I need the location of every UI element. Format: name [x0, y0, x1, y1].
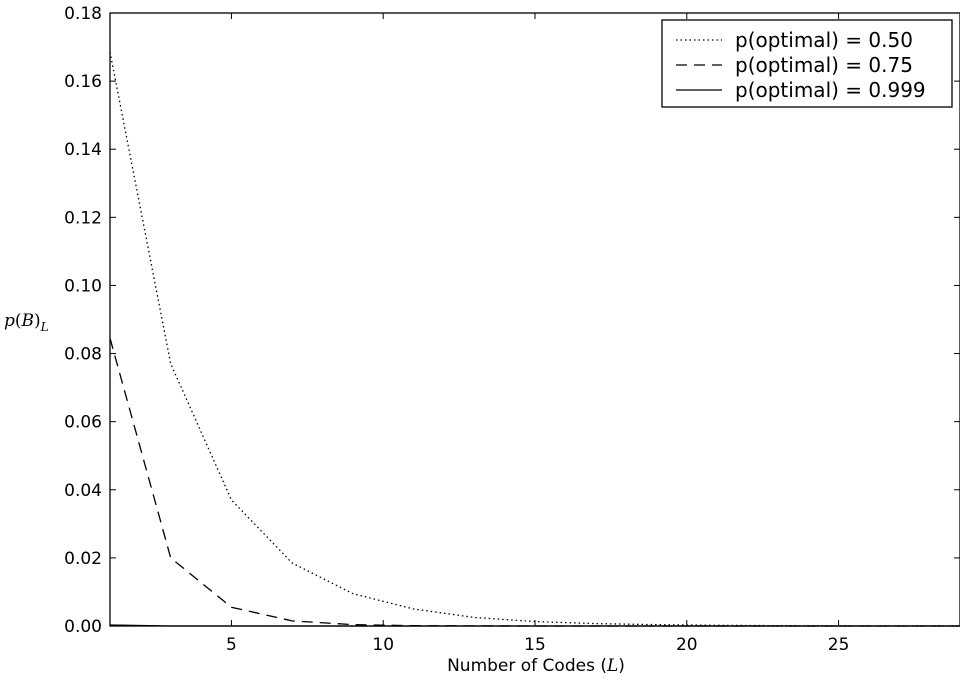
x-tick-label-0: 5	[226, 635, 237, 655]
y-tick-label-7: 0.14	[64, 140, 102, 160]
y-tick-label-8: 0.16	[64, 72, 102, 92]
legend-label-0: p(optimal) = 0.50	[735, 28, 913, 52]
y-tick-label-6: 0.12	[64, 208, 102, 228]
y-tick-label-9: 0.18	[64, 4, 102, 24]
series-lines	[109, 52, 960, 627]
x-tick-label-1: 10	[372, 635, 394, 655]
y-tick-label-1: 0.02	[64, 549, 102, 569]
y-tick-label-5: 0.10	[64, 276, 102, 296]
y-tick-label-0: 0.00	[64, 617, 102, 637]
y-tick-label-4: 0.08	[64, 345, 102, 365]
y-axis-label-close: )	[34, 311, 41, 331]
y-tick-label-3: 0.06	[64, 413, 102, 433]
axis-ticks	[110, 12, 960, 627]
y-axis-label-open: (	[15, 311, 22, 331]
x-tick-label-3: 20	[676, 635, 698, 655]
y-axis-label-sub: L	[40, 320, 49, 334]
legend-box	[661, 19, 953, 108]
legend: p(optimal) = 0.50 p(optimal) = 0.75 p(op…	[661, 19, 953, 108]
legend-label-2: p(optimal) = 0.999	[735, 78, 926, 102]
x-axis-label: Number of Codes (L)	[447, 656, 625, 676]
axis-tick-labels: 5 10 15 20 25 0.00 0.02 0.04 0.06 0.08 0.10 0.12 0.1…	[64, 4, 849, 655]
y-axis-label-p: p	[4, 311, 15, 331]
series-line-1	[109, 338, 960, 627]
y-axis-label: p(B)L	[4, 311, 49, 334]
x-tick-label-2: 15	[524, 635, 546, 655]
y-axis-label-b: B	[21, 311, 35, 331]
legend-label-1: p(optimal) = 0.75	[735, 53, 913, 77]
x-axis-label-close: )	[618, 656, 625, 676]
series-line-0	[109, 52, 960, 627]
x-axis-label-main: Number of Codes (	[447, 656, 607, 676]
x-tick-label-4: 25	[828, 635, 850, 655]
y-tick-label-2: 0.04	[64, 481, 102, 501]
x-axis-label-var: L	[606, 656, 618, 676]
